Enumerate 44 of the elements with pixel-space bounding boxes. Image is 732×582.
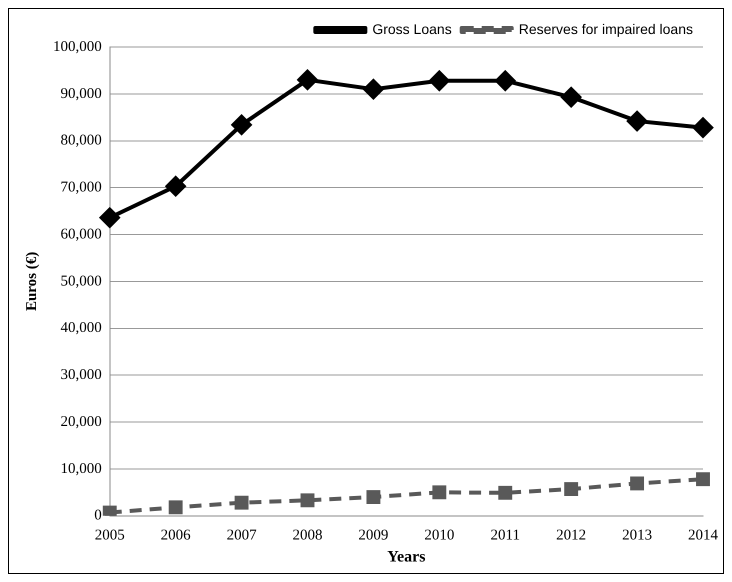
y-tick-label: 60,000 — [60, 226, 102, 242]
point — [300, 493, 314, 508]
point — [168, 500, 183, 514]
y-axis-title: Euros (€) — [24, 252, 40, 312]
point — [100, 208, 120, 228]
point — [432, 485, 446, 500]
y-tick-label: 90,000 — [60, 86, 102, 102]
point — [627, 111, 648, 132]
y-tick-label: 40,000 — [60, 320, 102, 336]
x-tick-label: 2007 — [226, 528, 258, 544]
point — [696, 472, 710, 486]
x-tick-label: 2009 — [358, 528, 388, 544]
y-tick-label: 50,000 — [60, 273, 102, 290]
x-tick-label: 2012 — [556, 528, 586, 544]
point — [363, 79, 384, 100]
y-tick-label: 20,000 — [60, 414, 102, 430]
point — [234, 496, 249, 510]
legend-label: Reserves for impaired loans — [518, 20, 693, 37]
point — [630, 476, 644, 490]
x-tick-label: 2014 — [688, 528, 718, 544]
point — [693, 118, 713, 138]
legend-label: Gross Loans — [372, 20, 452, 37]
point — [366, 490, 380, 504]
x-tick-label: 2013 — [622, 528, 652, 544]
point — [498, 486, 512, 500]
x-axis-title: Years — [387, 548, 426, 566]
x-tick-label: 2008 — [292, 528, 322, 544]
x-tick-label: 2010 — [424, 528, 454, 544]
point — [232, 114, 252, 135]
point — [495, 70, 516, 91]
point — [564, 482, 578, 496]
y-tick-label: 10,000 — [60, 460, 102, 477]
y-tick-label: 80,000 — [60, 132, 102, 149]
y-tick-label: 70,000 — [60, 180, 102, 196]
y-tick-label: 100,000 — [53, 38, 102, 55]
x-tick-label: 2005 — [94, 528, 125, 544]
point — [561, 87, 582, 108]
y-tick-label: 30,000 — [60, 367, 102, 384]
point — [166, 176, 186, 196]
point — [429, 70, 450, 91]
y-tick-label: 0 — [94, 508, 102, 524]
x-tick-label: 2006 — [160, 528, 192, 544]
point — [298, 70, 318, 90]
x-tick-label: 2011 — [490, 528, 520, 544]
